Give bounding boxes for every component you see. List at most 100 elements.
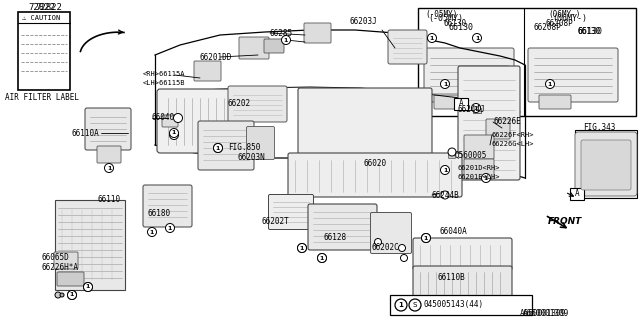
Bar xyxy=(570,188,584,200)
FancyBboxPatch shape xyxy=(288,153,462,197)
Circle shape xyxy=(170,131,179,140)
Bar xyxy=(18,12,70,90)
Text: 66130: 66130 xyxy=(578,27,603,36)
Circle shape xyxy=(395,299,407,311)
FancyBboxPatch shape xyxy=(458,66,520,180)
FancyBboxPatch shape xyxy=(162,115,178,127)
Text: A660001309: A660001309 xyxy=(523,308,569,317)
Text: 1: 1 xyxy=(70,292,74,298)
Text: 66208P: 66208P xyxy=(545,20,573,28)
Text: 1: 1 xyxy=(284,37,288,43)
Text: 66180: 66180 xyxy=(148,209,171,218)
Text: 1: 1 xyxy=(172,132,176,138)
Text: ⚠ CAUTION: ⚠ CAUTION xyxy=(22,15,60,21)
Text: 1: 1 xyxy=(216,146,220,150)
Text: 1: 1 xyxy=(424,236,428,241)
FancyBboxPatch shape xyxy=(388,30,427,64)
Text: A660001309: A660001309 xyxy=(520,308,566,317)
Text: 66202: 66202 xyxy=(228,99,251,108)
Text: AIR FILTER LABEL: AIR FILTER LABEL xyxy=(5,92,79,101)
Text: 66201D<RH>: 66201D<RH> xyxy=(458,165,500,171)
Text: 66130: 66130 xyxy=(449,22,474,31)
Circle shape xyxy=(448,148,456,156)
FancyBboxPatch shape xyxy=(85,108,131,150)
FancyBboxPatch shape xyxy=(413,238,512,270)
Circle shape xyxy=(55,292,61,298)
Text: 66203J: 66203J xyxy=(350,18,378,27)
Circle shape xyxy=(545,79,554,89)
Text: 66202T: 66202T xyxy=(262,218,290,227)
FancyBboxPatch shape xyxy=(228,86,287,122)
Text: <RH>66115A: <RH>66115A xyxy=(143,71,186,77)
Text: 1: 1 xyxy=(548,82,552,86)
Circle shape xyxy=(440,165,449,174)
Circle shape xyxy=(374,238,381,245)
Circle shape xyxy=(173,114,182,123)
Text: FIG.343: FIG.343 xyxy=(583,124,616,132)
Text: 66244B: 66244B xyxy=(432,190,460,199)
Text: 66040: 66040 xyxy=(152,114,175,123)
Circle shape xyxy=(170,129,179,138)
FancyBboxPatch shape xyxy=(308,204,377,250)
Text: 1: 1 xyxy=(399,302,403,308)
FancyBboxPatch shape xyxy=(57,272,84,286)
FancyBboxPatch shape xyxy=(246,126,275,159)
FancyBboxPatch shape xyxy=(54,252,78,269)
FancyBboxPatch shape xyxy=(434,95,466,109)
Text: 66040A: 66040A xyxy=(440,228,468,236)
Circle shape xyxy=(147,228,157,236)
FancyBboxPatch shape xyxy=(449,151,456,158)
Text: 1: 1 xyxy=(70,292,74,298)
Text: 66065D: 66065D xyxy=(42,253,70,262)
Circle shape xyxy=(282,36,291,44)
FancyBboxPatch shape xyxy=(264,39,284,53)
Bar xyxy=(390,295,532,315)
Circle shape xyxy=(472,34,481,43)
Text: 1: 1 xyxy=(320,255,324,260)
Text: S: S xyxy=(413,302,417,308)
Circle shape xyxy=(401,254,408,261)
Circle shape xyxy=(60,293,64,297)
Circle shape xyxy=(214,143,223,153)
Text: 1: 1 xyxy=(424,236,428,241)
FancyBboxPatch shape xyxy=(528,48,618,102)
Text: 66203N: 66203N xyxy=(238,154,266,163)
Text: 66202C: 66202C xyxy=(372,244,400,252)
FancyBboxPatch shape xyxy=(581,140,631,190)
Text: Q560005: Q560005 xyxy=(455,150,488,159)
Text: 66244J: 66244J xyxy=(458,106,486,115)
Text: (-05MY): (-05MY) xyxy=(429,13,463,22)
Circle shape xyxy=(214,143,223,153)
FancyBboxPatch shape xyxy=(239,37,269,59)
Bar xyxy=(454,98,468,110)
Text: 1: 1 xyxy=(443,82,447,86)
FancyBboxPatch shape xyxy=(371,212,412,253)
FancyBboxPatch shape xyxy=(464,159,494,179)
Circle shape xyxy=(441,191,449,199)
Text: 66226F<RH>: 66226F<RH> xyxy=(492,132,534,138)
FancyBboxPatch shape xyxy=(304,23,331,43)
Text: FIG.850: FIG.850 xyxy=(228,143,260,153)
Text: 66201E<LH>: 66201E<LH> xyxy=(458,174,500,180)
Circle shape xyxy=(67,291,77,300)
FancyBboxPatch shape xyxy=(539,95,571,109)
Circle shape xyxy=(83,283,93,292)
Circle shape xyxy=(422,234,431,243)
Text: 1: 1 xyxy=(86,284,90,290)
Circle shape xyxy=(298,244,307,252)
Text: 66110B: 66110B xyxy=(438,274,466,283)
Text: 1: 1 xyxy=(474,106,478,110)
Text: 1: 1 xyxy=(430,36,434,41)
FancyBboxPatch shape xyxy=(473,108,481,113)
Text: 1: 1 xyxy=(107,165,111,171)
Text: 66285: 66285 xyxy=(270,28,293,37)
FancyBboxPatch shape xyxy=(97,146,121,163)
Text: 1: 1 xyxy=(172,131,176,135)
Text: 1: 1 xyxy=(300,245,304,251)
Text: 66226H*A: 66226H*A xyxy=(42,263,79,273)
FancyBboxPatch shape xyxy=(575,132,637,196)
FancyBboxPatch shape xyxy=(486,119,510,139)
Text: 66226E: 66226E xyxy=(493,117,521,126)
Circle shape xyxy=(428,34,436,43)
Bar xyxy=(575,130,637,198)
